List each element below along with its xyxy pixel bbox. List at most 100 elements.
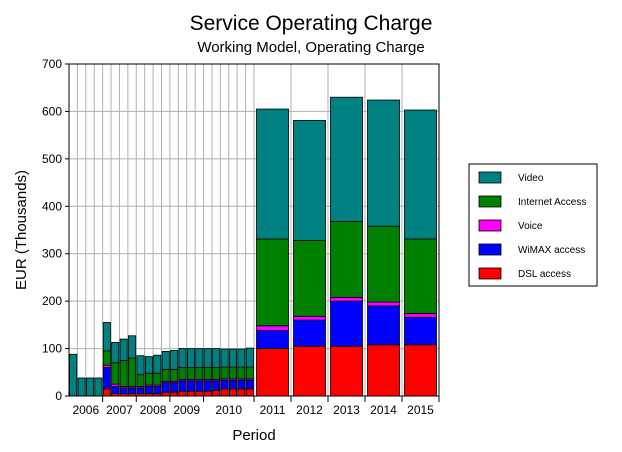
x-tick-label: 2013 [333, 403, 360, 417]
bar-segment-video [256, 108, 289, 240]
bar-segment-wimax-access [170, 382, 179, 393]
bar-segment-wimax-access [102, 367, 111, 390]
bar-segment-video [77, 377, 86, 397]
bar-segment-dsl-access [102, 388, 111, 397]
y-tick-label: 400 [42, 199, 62, 213]
bar-segment-video [128, 335, 137, 359]
bar-segment-dsl-access [212, 389, 221, 397]
bar-segment-internet-access [245, 366, 254, 380]
y-tick-label: 100 [42, 342, 62, 356]
legend-label: Internet Access [518, 197, 586, 208]
bar-segment-internet-access [212, 367, 221, 380]
x-tick-label: 2011 [260, 403, 286, 417]
x-tick-label: 2009 [173, 403, 200, 417]
bar-segment-internet-access [228, 366, 237, 380]
y-tick-label: 700 [42, 57, 62, 71]
x-axis-label: Period [232, 427, 275, 444]
bar-segment-internet-access [203, 367, 212, 380]
bar-segment-internet-access [119, 360, 128, 387]
bar-segment-dsl-access [195, 390, 204, 397]
bar-segment-wimax-access [212, 380, 221, 391]
bar-segment-video [220, 348, 229, 368]
legend-swatch [478, 267, 502, 280]
bar-segment-video [170, 350, 179, 370]
bar-segment-internet-access [293, 240, 326, 317]
bar-segment-wimax-access [186, 380, 195, 392]
bar-segment-video [178, 348, 187, 368]
bar-segment-video [102, 322, 111, 352]
bar-segment-internet-access [404, 238, 437, 314]
bar-segment-video [144, 356, 153, 374]
bar-segment-dsl-access [237, 388, 246, 397]
bar-segment-video [161, 351, 170, 370]
bar-segment-internet-access [170, 369, 179, 382]
bar-segment-wimax-access [128, 387, 137, 395]
bar-segment-video [153, 354, 162, 374]
legend-label: Video [518, 173, 544, 184]
bar-segment-voice [367, 301, 400, 307]
bars [69, 96, 437, 397]
x-tick-label: 2015 [407, 403, 434, 417]
bar-segment-internet-access [102, 350, 111, 366]
bar-segment-voice [256, 325, 289, 331]
y-tick-label: 300 [42, 247, 62, 261]
bar-segment-internet-access [195, 367, 204, 380]
y-tick-label: 200 [42, 294, 62, 308]
bar-segment-video [293, 120, 326, 241]
bar-segment-internet-access [186, 367, 195, 380]
bar-segment-wimax-access [195, 380, 204, 392]
legend-swatch [478, 219, 502, 232]
bar-segment-wimax-access [153, 386, 162, 395]
grid-lines [68, 63, 440, 397]
bar-segment-wimax-access [136, 387, 145, 395]
bar-segment-dsl-access [170, 391, 179, 397]
bar-segment-internet-access [178, 367, 187, 380]
legend-label: WiMAX access [518, 245, 585, 256]
bar-segment-wimax-access [119, 387, 128, 395]
legend-swatch [478, 243, 502, 256]
x-tick-label: 2010 [215, 403, 242, 417]
bar-segment-voice [404, 313, 437, 318]
bar-segment-voice [293, 315, 326, 321]
bar-segment-video [212, 348, 221, 368]
bar-segment-wimax-access [228, 379, 237, 390]
bar-segment-dsl-access [367, 344, 400, 397]
x-tick-labels: 2006 2007 2008 2009 2010 2011 2012 2013 2014 2015 [72, 403, 434, 417]
bar-segment-video [237, 348, 246, 368]
y-axis-label: EUR (Thousands) [13, 170, 30, 290]
bar-segment-wimax-access [178, 380, 187, 392]
bar-segment-video [404, 109, 437, 240]
bar-segment-dsl-access [203, 390, 212, 397]
legend-label: Voice [518, 221, 543, 232]
bar-segment-wimax-access [237, 379, 246, 390]
bar-segment-internet-access [367, 225, 400, 303]
bar-segment-dsl-access [330, 345, 363, 397]
bar-segment-video [86, 377, 95, 397]
bar-segment-video [330, 96, 363, 222]
bar-segment-video [367, 99, 400, 227]
bar-segment-wimax-access [330, 300, 363, 347]
legend-swatch [478, 171, 502, 184]
y-tick-label: 0 [55, 389, 62, 403]
bar-segment-internet-access [161, 369, 170, 382]
bar-segment-wimax-access [220, 379, 229, 390]
bar-segment-internet-access [128, 357, 137, 387]
y-tick-labels: 0 100 200 300 400 500 600 700 [42, 57, 62, 403]
bar-segment-internet-access [237, 366, 246, 380]
bar-segment-wimax-access [111, 386, 120, 395]
bar-segment-video [228, 348, 237, 368]
bar-segment-video [136, 355, 145, 376]
bar-segment-internet-access [144, 372, 153, 386]
bar-segment-video [195, 348, 204, 368]
bar-segment-video [111, 342, 120, 364]
bar-segment-wimax-access [367, 305, 400, 346]
bar-segment-dsl-access [245, 388, 254, 397]
bar-segment-voice [330, 296, 363, 302]
bar-segment-dsl-access [404, 344, 437, 397]
bar-segment-wimax-access [144, 386, 153, 395]
bar-segment-wimax-access [245, 379, 254, 390]
bar-segment-wimax-access [404, 316, 437, 346]
bar-segment-dsl-access [186, 390, 195, 397]
bar-segment-dsl-access [178, 390, 187, 397]
